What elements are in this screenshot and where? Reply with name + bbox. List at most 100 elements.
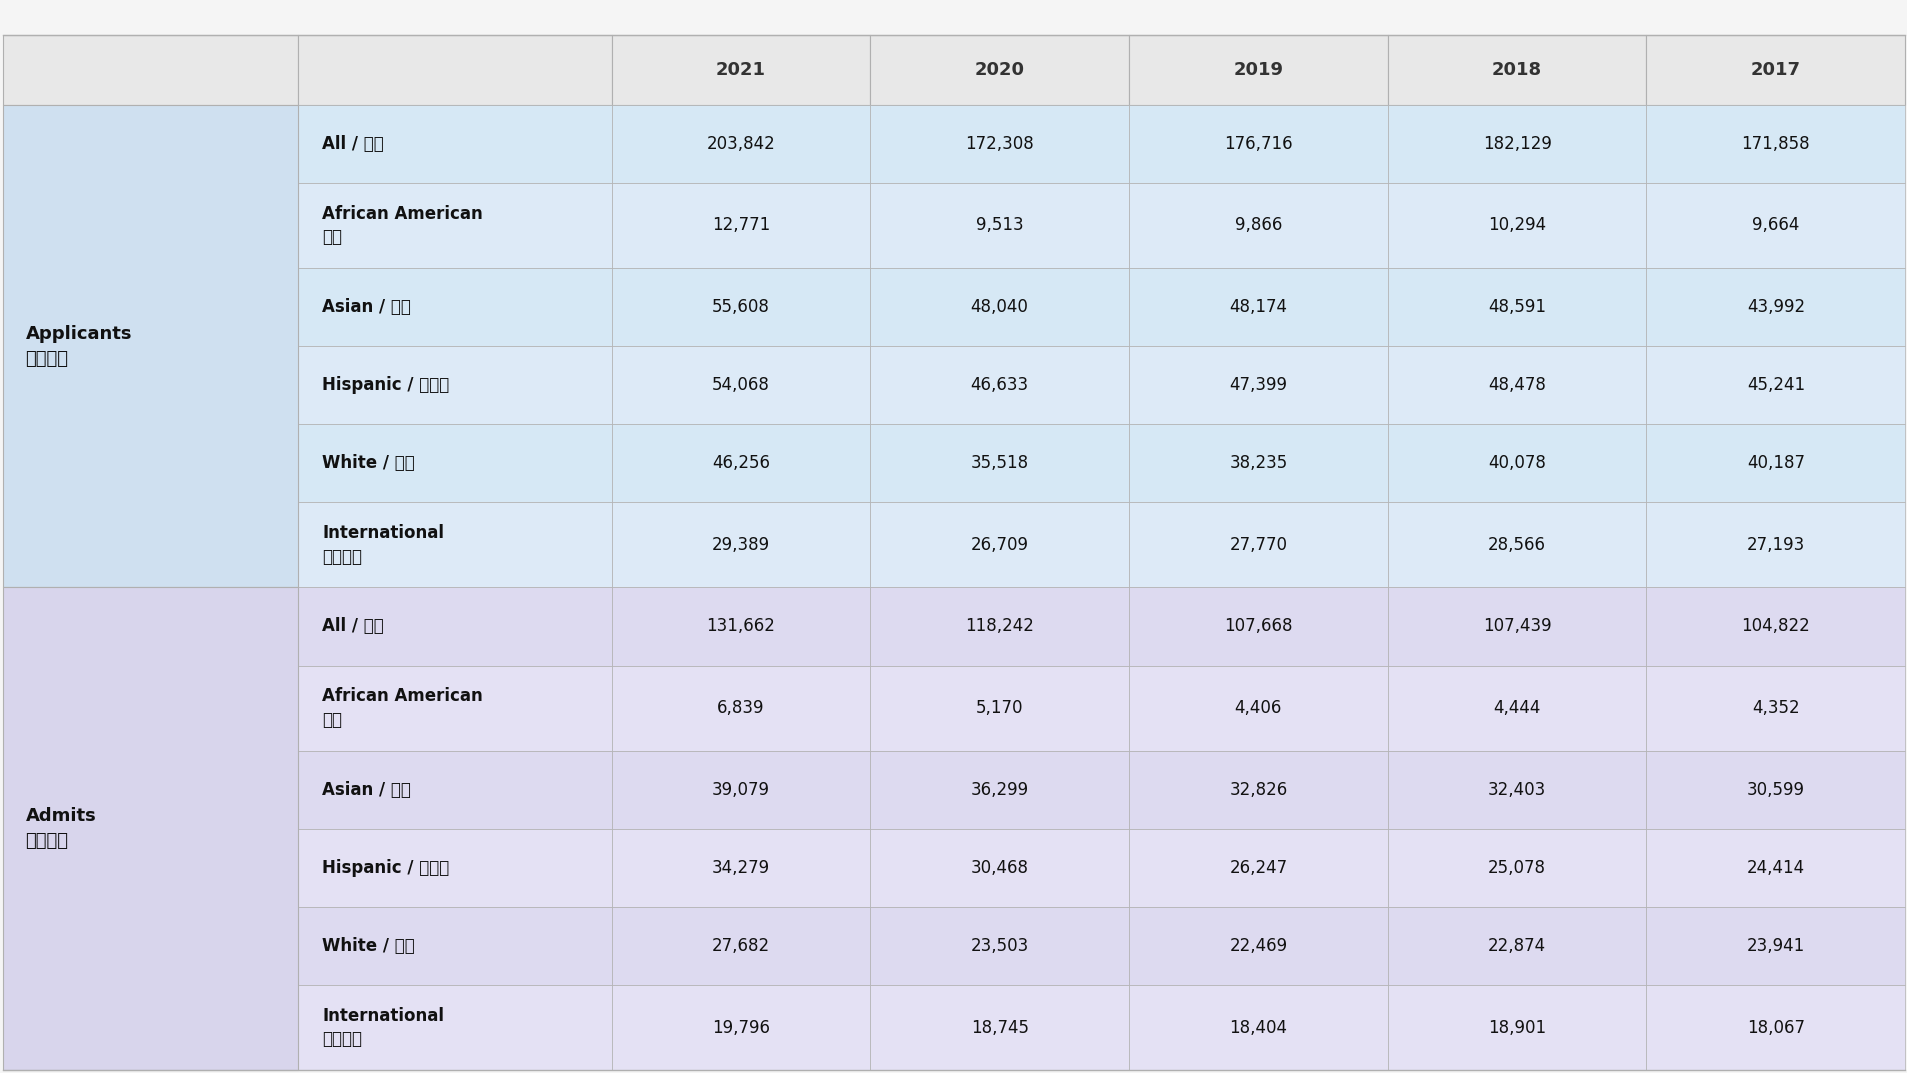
Bar <box>1129 34 1386 105</box>
Bar <box>1129 502 1386 587</box>
Text: Hispanic / 拉丁裔: Hispanic / 拉丁裔 <box>322 376 450 394</box>
Text: 27,770: 27,770 <box>1228 535 1287 554</box>
Text: 18,404: 18,404 <box>1228 1018 1287 1037</box>
Bar <box>1129 751 1386 828</box>
Text: 2017: 2017 <box>1751 61 1800 78</box>
Text: 40,078: 40,078 <box>1487 454 1545 472</box>
Text: 10,294: 10,294 <box>1487 217 1545 234</box>
Bar <box>1129 424 1386 502</box>
Bar <box>297 268 612 347</box>
Text: 30,599: 30,599 <box>1747 781 1804 798</box>
Text: 27,193: 27,193 <box>1745 535 1804 554</box>
Text: 182,129: 182,129 <box>1482 135 1550 152</box>
Bar <box>1386 828 1646 907</box>
Text: 32,826: 32,826 <box>1228 781 1287 798</box>
Text: 38,235: 38,235 <box>1228 454 1287 472</box>
Text: 2020: 2020 <box>974 61 1024 78</box>
Text: 30,468: 30,468 <box>971 858 1028 877</box>
Text: 43,992: 43,992 <box>1747 298 1804 317</box>
Bar <box>2 587 297 1070</box>
Bar <box>1129 665 1386 751</box>
Text: 2019: 2019 <box>1232 61 1283 78</box>
Text: 46,633: 46,633 <box>971 376 1028 394</box>
Text: 2018: 2018 <box>1491 61 1541 78</box>
Text: 40,187: 40,187 <box>1747 454 1804 472</box>
Text: 48,174: 48,174 <box>1228 298 1287 317</box>
Bar <box>870 34 1129 105</box>
Text: White / 白人: White / 白人 <box>322 937 416 955</box>
Bar <box>870 182 1129 268</box>
Bar <box>1386 985 1646 1070</box>
Bar <box>870 985 1129 1070</box>
Text: 18,745: 18,745 <box>971 1018 1028 1037</box>
Bar <box>2 105 297 587</box>
Bar <box>1386 34 1646 105</box>
Bar <box>1646 985 1905 1070</box>
Text: 9,866: 9,866 <box>1234 217 1282 234</box>
Text: 28,566: 28,566 <box>1487 535 1545 554</box>
Bar <box>1646 34 1905 105</box>
Text: 22,874: 22,874 <box>1487 937 1545 955</box>
Bar <box>612 34 870 105</box>
Text: 131,662: 131,662 <box>706 617 774 635</box>
Text: 34,279: 34,279 <box>711 858 770 877</box>
Text: 12,771: 12,771 <box>711 217 770 234</box>
Text: 54,068: 54,068 <box>711 376 769 394</box>
Bar <box>1129 268 1386 347</box>
Bar <box>1386 182 1646 268</box>
Bar <box>1646 828 1905 907</box>
Text: Asian / 亞裔: Asian / 亞裔 <box>322 298 412 317</box>
Bar <box>1386 347 1646 424</box>
Bar <box>297 424 612 502</box>
Bar <box>297 587 612 665</box>
Bar <box>870 665 1129 751</box>
Bar <box>612 424 870 502</box>
Text: 18,901: 18,901 <box>1487 1018 1545 1037</box>
Bar <box>870 268 1129 347</box>
Bar <box>1646 347 1905 424</box>
Text: 107,439: 107,439 <box>1482 617 1550 635</box>
Bar <box>612 347 870 424</box>
Bar <box>1646 587 1905 665</box>
Text: 47,399: 47,399 <box>1228 376 1287 394</box>
Text: 26,247: 26,247 <box>1228 858 1287 877</box>
Text: 48,478: 48,478 <box>1487 376 1545 394</box>
Text: 23,941: 23,941 <box>1745 937 1804 955</box>
Bar <box>1646 105 1905 182</box>
Bar <box>297 182 612 268</box>
Bar <box>1386 105 1646 182</box>
Bar <box>1646 182 1905 268</box>
Bar <box>297 665 612 751</box>
Text: 32,403: 32,403 <box>1487 781 1545 798</box>
Bar <box>1386 665 1646 751</box>
Text: 25,078: 25,078 <box>1487 858 1545 877</box>
Text: 104,822: 104,822 <box>1741 617 1810 635</box>
Bar <box>1646 751 1905 828</box>
Bar <box>612 907 870 985</box>
Bar <box>1386 907 1646 985</box>
Bar <box>1386 587 1646 665</box>
Bar <box>870 424 1129 502</box>
Bar <box>1129 347 1386 424</box>
Bar <box>1386 751 1646 828</box>
Bar <box>1129 105 1386 182</box>
Text: 4,352: 4,352 <box>1751 700 1798 717</box>
Text: Applicants
申請人數: Applicants 申請人數 <box>25 324 132 368</box>
Text: All / 全體: All / 全體 <box>322 617 383 635</box>
Bar <box>612 502 870 587</box>
Bar <box>297 34 612 105</box>
Text: 45,241: 45,241 <box>1747 376 1804 394</box>
Bar <box>1646 424 1905 502</box>
Bar <box>297 105 612 182</box>
Bar <box>1129 828 1386 907</box>
Text: 46,256: 46,256 <box>711 454 770 472</box>
Bar <box>1646 268 1905 347</box>
Bar <box>1386 424 1646 502</box>
Bar <box>612 268 870 347</box>
Text: 26,709: 26,709 <box>971 535 1028 554</box>
Text: 172,308: 172,308 <box>965 135 1034 152</box>
Bar <box>297 985 612 1070</box>
Text: Asian / 亞裔: Asian / 亞裔 <box>322 781 412 798</box>
Bar <box>870 502 1129 587</box>
Bar <box>1129 587 1386 665</box>
